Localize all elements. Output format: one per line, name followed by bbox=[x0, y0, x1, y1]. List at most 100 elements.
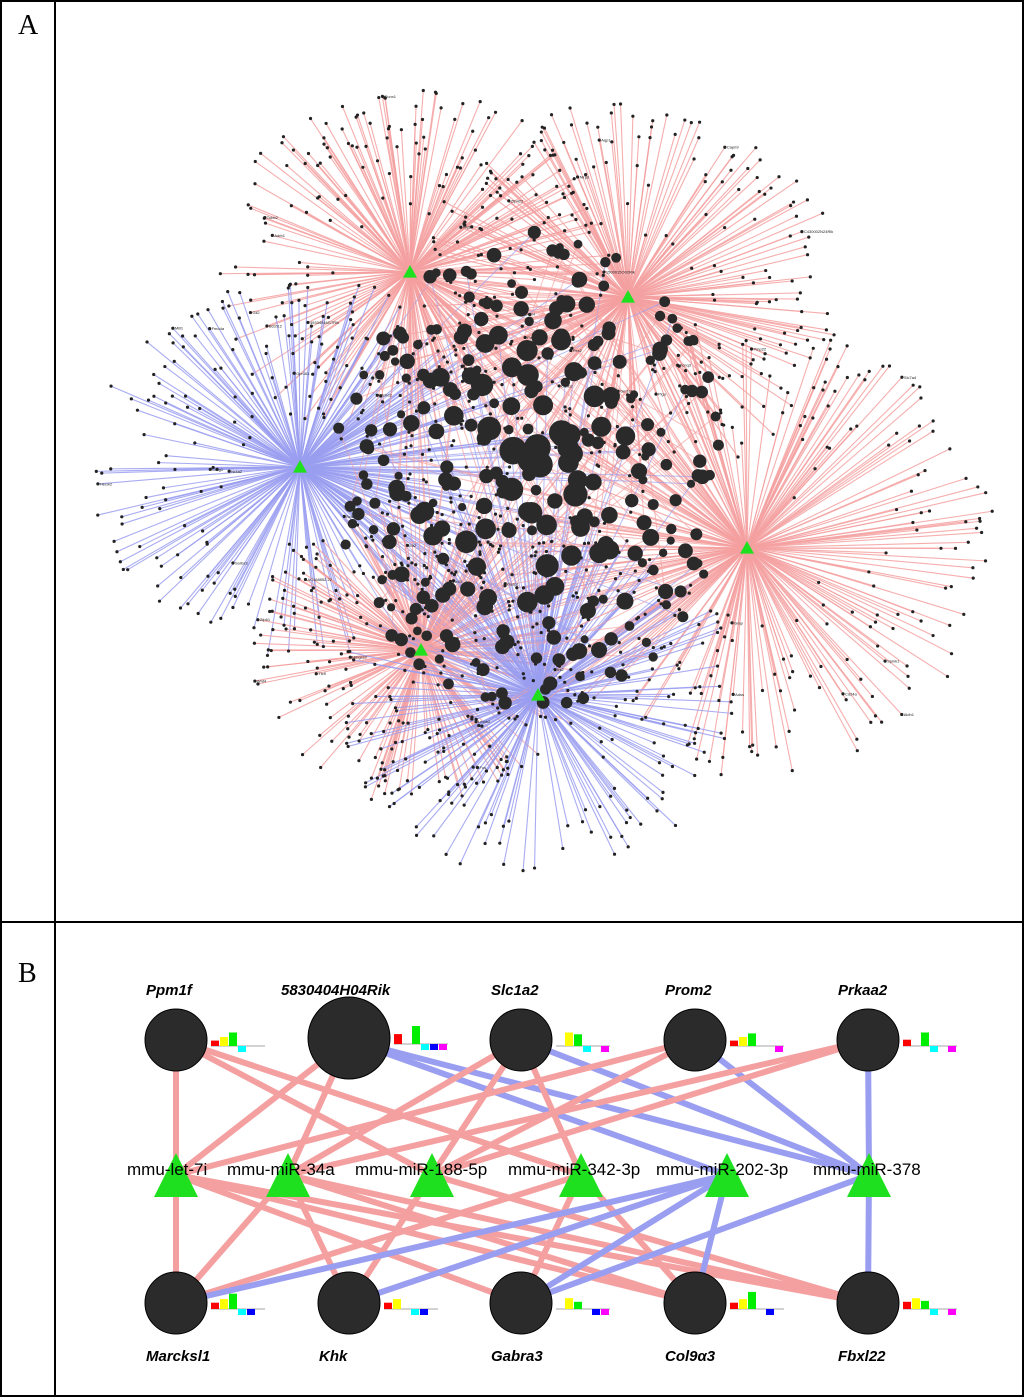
leaf-node bbox=[341, 686, 345, 691]
shared-gene-node bbox=[409, 602, 422, 616]
network-edge bbox=[537, 435, 627, 696]
leaf-node bbox=[730, 425, 734, 430]
leaf-node bbox=[94, 469, 98, 473]
shared-gene-node bbox=[401, 373, 411, 383]
leaf-node bbox=[687, 591, 691, 595]
leaf-node bbox=[308, 394, 312, 399]
leaf-node bbox=[462, 782, 466, 786]
leaf-node bbox=[306, 320, 310, 325]
leaf-node bbox=[303, 417, 307, 421]
shared-gene-node bbox=[571, 271, 588, 288]
network-edge bbox=[299, 343, 323, 468]
network-edge bbox=[627, 134, 676, 298]
network-edge bbox=[121, 466, 301, 518]
leaf-node bbox=[563, 405, 567, 409]
bar-fbxl22-2 bbox=[921, 1300, 929, 1309]
leaf-node bbox=[523, 335, 527, 340]
leaf-node bbox=[438, 253, 442, 257]
leaf-node bbox=[693, 731, 698, 735]
leaf-node bbox=[657, 598, 661, 603]
leaf-node bbox=[598, 450, 602, 454]
leaf-node bbox=[887, 364, 892, 368]
leaf-node bbox=[135, 408, 140, 412]
leaf-node bbox=[450, 571, 454, 575]
leaf-node bbox=[378, 624, 383, 628]
mirna-node-mir378 bbox=[847, 1153, 891, 1197]
leaf-node bbox=[639, 822, 643, 826]
network-edge bbox=[569, 107, 629, 298]
leaf-node bbox=[717, 346, 721, 350]
leaf-node bbox=[252, 626, 256, 630]
leaf-node bbox=[326, 315, 331, 319]
network-edge bbox=[165, 402, 301, 468]
leaf-node bbox=[778, 343, 783, 347]
shared-gene-node bbox=[636, 515, 652, 531]
leaf-node bbox=[306, 285, 310, 290]
leaf-label: 4933404M17Rik bbox=[310, 320, 339, 325]
leaf-node bbox=[590, 670, 594, 674]
leaf-node bbox=[718, 408, 723, 412]
network-edge bbox=[299, 318, 482, 468]
network-edge bbox=[299, 324, 354, 468]
network-edge bbox=[285, 628, 422, 651]
network-edge bbox=[537, 694, 623, 837]
network-edge bbox=[537, 694, 732, 714]
network-edge bbox=[746, 547, 878, 647]
network-edge bbox=[409, 120, 523, 273]
shared-gene-node bbox=[677, 611, 689, 623]
leaf-node bbox=[510, 217, 514, 221]
leaf-node bbox=[949, 585, 953, 589]
mirna-label-mir202: mmu-miR-202-3p bbox=[656, 1160, 788, 1179]
network-edge bbox=[420, 649, 498, 768]
leaf-node bbox=[157, 599, 162, 603]
leaf-label: Cd24a bbox=[845, 691, 858, 696]
leaf-node bbox=[432, 834, 436, 838]
leaf-node bbox=[400, 740, 404, 744]
shared-gene-node bbox=[695, 385, 709, 399]
leaf-node bbox=[371, 538, 375, 542]
bar-marcksl1-2 bbox=[229, 1293, 237, 1309]
network-edge bbox=[627, 276, 744, 298]
gene-label-slc1a2: Slc1a2 bbox=[491, 982, 539, 999]
shared-gene-node bbox=[604, 666, 617, 679]
leaf-node bbox=[317, 615, 321, 619]
leaf-node bbox=[109, 384, 113, 388]
leaf-node bbox=[423, 730, 427, 735]
gene-label-col9a3: Col9α3 bbox=[665, 1348, 716, 1365]
leaf-node bbox=[383, 768, 387, 772]
leaf-label: Adss bbox=[735, 692, 744, 697]
network-edge bbox=[409, 107, 442, 273]
shared-gene-node bbox=[499, 634, 515, 650]
network-edge bbox=[338, 428, 422, 651]
leaf-node bbox=[788, 676, 792, 680]
leaf-node bbox=[357, 759, 361, 763]
shared-gene-node bbox=[503, 700, 512, 709]
leaf-node bbox=[595, 463, 599, 467]
leaf-node bbox=[281, 596, 285, 600]
leaf-node bbox=[487, 116, 491, 120]
network-edge bbox=[685, 370, 748, 549]
mirna-label-mir342: mmu-miR-342-3p bbox=[508, 1160, 640, 1179]
network-edge bbox=[537, 694, 658, 812]
leaf-node bbox=[458, 294, 462, 298]
leaf-node bbox=[694, 440, 698, 444]
shared-gene-node bbox=[683, 336, 694, 346]
network-edge bbox=[746, 547, 820, 688]
shared-gene-node bbox=[641, 418, 655, 432]
leaf-node bbox=[453, 291, 458, 295]
leaf-node bbox=[286, 649, 291, 653]
leaf-node bbox=[233, 395, 237, 399]
leaf-node bbox=[179, 575, 183, 580]
leaf-node bbox=[948, 623, 952, 627]
leaf-node bbox=[227, 469, 231, 473]
shared-gene-node bbox=[497, 688, 507, 698]
leaf-node bbox=[436, 683, 440, 687]
leaf-label: Zfp422 bbox=[511, 198, 524, 203]
bar-rik-4 bbox=[430, 1044, 438, 1050]
leaf-node bbox=[805, 198, 810, 202]
leaf-node bbox=[274, 315, 278, 319]
leaf-node bbox=[321, 644, 325, 649]
network-edge bbox=[627, 296, 796, 345]
leaf-node bbox=[422, 478, 426, 482]
leaf-node bbox=[289, 204, 293, 208]
